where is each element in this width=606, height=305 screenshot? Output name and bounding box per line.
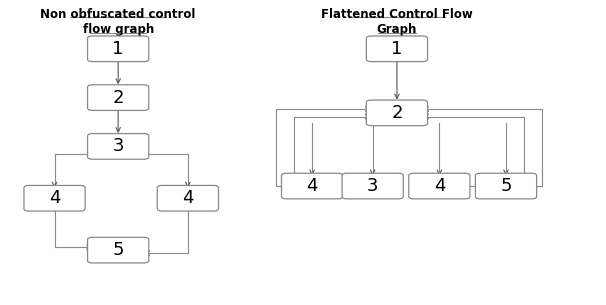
Text: 4: 4: [434, 177, 445, 195]
Text: 5: 5: [113, 241, 124, 259]
FancyBboxPatch shape: [475, 173, 537, 199]
Text: 2: 2: [391, 104, 402, 122]
Text: 4: 4: [49, 189, 60, 207]
Text: 1: 1: [113, 40, 124, 58]
FancyBboxPatch shape: [342, 173, 404, 199]
Text: 4: 4: [182, 189, 193, 207]
FancyBboxPatch shape: [408, 173, 470, 199]
Text: 3: 3: [113, 137, 124, 156]
Text: 1: 1: [391, 40, 402, 58]
Text: 4: 4: [307, 177, 318, 195]
FancyBboxPatch shape: [87, 85, 149, 110]
FancyBboxPatch shape: [87, 36, 149, 62]
FancyBboxPatch shape: [281, 173, 343, 199]
FancyBboxPatch shape: [24, 185, 85, 211]
FancyBboxPatch shape: [366, 36, 428, 62]
FancyBboxPatch shape: [87, 134, 149, 159]
FancyBboxPatch shape: [87, 237, 149, 263]
Text: 3: 3: [367, 177, 378, 195]
FancyBboxPatch shape: [366, 100, 428, 126]
Text: flow graph: flow graph: [82, 23, 154, 37]
Text: Flattened Control Flow: Flattened Control Flow: [321, 8, 473, 21]
Text: Graph: Graph: [377, 23, 417, 37]
Text: 2: 2: [113, 88, 124, 107]
Text: Non obfuscated control: Non obfuscated control: [41, 8, 196, 21]
FancyBboxPatch shape: [158, 185, 219, 211]
Text: 5: 5: [501, 177, 511, 195]
